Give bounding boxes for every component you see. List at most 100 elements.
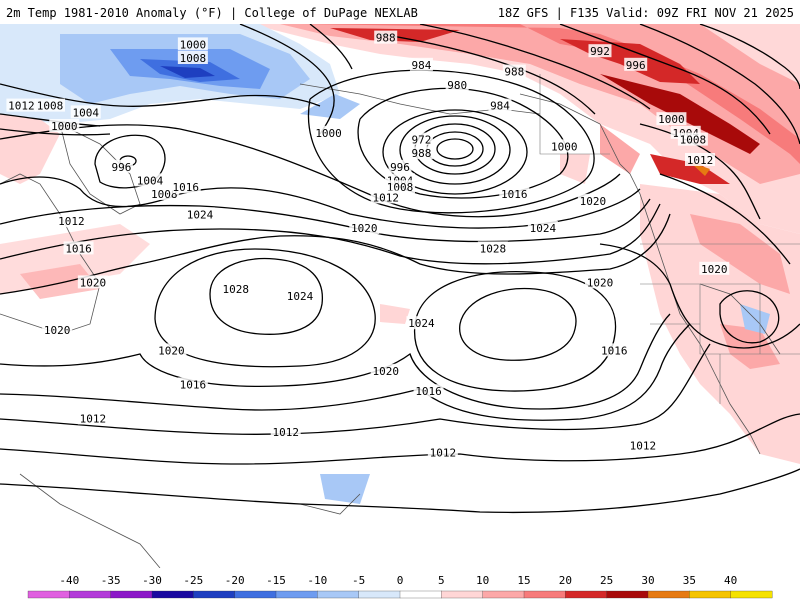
isobar-label-bg (413, 384, 444, 398)
borders (539, 74, 800, 404)
isobar-label-bg (170, 180, 201, 194)
colorbar-swatch (730, 590, 773, 599)
isobar-label: 988 (504, 66, 524, 79)
isobar-label-bg (477, 241, 508, 255)
isobar-label: 1016 (415, 385, 442, 398)
isobar-label: 1016 (180, 378, 207, 391)
isobar-label: 1016 (501, 188, 528, 201)
colorbar-tick-label: 35 (683, 574, 696, 587)
isobar-label: 1012 (58, 215, 85, 228)
isobar-label: 1000 (551, 140, 578, 153)
isobar-label-bg (270, 425, 301, 438)
isobar-label: 1020 (351, 222, 378, 235)
isobar-label: 992 (590, 45, 610, 58)
isobar-label-bg (370, 190, 401, 204)
isobar-label-bg (588, 44, 612, 58)
colorbar-swatch (523, 590, 566, 599)
colorbar-tick-label: 10 (476, 574, 489, 587)
isobar-label: 1000 (658, 113, 685, 126)
isobar-label: 1004 (72, 106, 99, 119)
isobar-label-bg (549, 139, 580, 153)
isobar-label-bg (349, 221, 380, 234)
isobar-label: 972 (411, 134, 431, 147)
colorbar-tick-label: -30 (142, 574, 162, 587)
colorbar-tick-label: -15 (266, 574, 286, 587)
isobar-label: 984 (490, 100, 510, 113)
isobar-label-bg (42, 323, 73, 336)
colorbar-swatch (482, 590, 525, 599)
isobar-label: 1020 (80, 276, 107, 289)
isobar-label: 1020 (580, 195, 607, 208)
colorbar-swatch (689, 590, 732, 599)
colorbar: -40 -35 -30 -25 -20 -15 -10 -5 0 5 10 15 20 25 30 35 40 (0, 568, 800, 600)
isobar-label: 996 (626, 59, 646, 72)
isobar-label-bg (585, 275, 615, 289)
isobar-label-bg (370, 363, 401, 377)
isobar-label: 1024 (187, 208, 214, 221)
isobar-label-bg (488, 98, 512, 112)
isobar-label: 996 (111, 161, 131, 174)
colorbar-tick-label: -25 (183, 574, 203, 587)
colorbar-tick-labels: -40 -35 -30 -25 -20 -15 -10 -5 0 5 10 15 20 25 30 35 40 (59, 574, 737, 587)
colorbar-swatch (399, 590, 442, 599)
colorbar-swatch (606, 590, 649, 599)
isobar-label-bg (374, 30, 398, 44)
colorbar-swatch (275, 590, 318, 599)
colorbar-swatch (110, 590, 153, 599)
colorbar-swatch (358, 590, 401, 599)
colorbar-swatch (193, 590, 236, 599)
isobar-label-bg (499, 187, 530, 200)
isobar-label-bg (409, 132, 433, 146)
isobar-label-bg (624, 57, 648, 71)
isobar-label-bg (56, 214, 87, 228)
isobar-label-bg (627, 438, 658, 452)
isobar-label: 1012 (630, 440, 657, 453)
isobar-label-bg (388, 159, 412, 173)
colorbar-swatch (441, 590, 484, 599)
isobar-label: 1016 (172, 181, 199, 194)
isobar-label: 1020 (44, 324, 71, 337)
colorbar-tick-label: -20 (225, 574, 245, 587)
isobar-label-bg (599, 343, 630, 357)
isobar-label-bg (427, 445, 458, 459)
isobar-label-bg (445, 78, 469, 92)
isobar-label: 1004 (137, 174, 164, 187)
isobar-label: 980 (447, 79, 467, 92)
valid-time: 18Z GFS | F135 Valid: 09Z FRI NOV 21 202… (497, 6, 794, 20)
isobar-label: 1016 (601, 344, 628, 357)
isobar-label-bg (156, 343, 187, 357)
model-title: 2m Temp 1981-2010 Anomaly (°F) | College… (6, 6, 418, 20)
isobar-label: 1008 (37, 100, 64, 113)
isobar-label: 1012 (687, 154, 714, 167)
isobar-label-bg (685, 153, 715, 166)
colorbar-tick-label: 15 (517, 574, 530, 587)
isobar-label-bg (185, 207, 215, 221)
isobar-label: 1020 (158, 344, 185, 357)
header-bar: 2m Temp 1981-2010 Anomaly (°F) | College… (0, 0, 800, 24)
colorbar-swatch (69, 590, 112, 599)
isobar-label-bg (577, 193, 608, 207)
isobar-label-bg (77, 411, 108, 425)
isobar-label-bg (35, 98, 65, 112)
colorbar-swatch (27, 590, 70, 599)
coastlines (0, 83, 781, 568)
isobar-label: 984 (411, 59, 431, 72)
colorbar-swatch (317, 590, 360, 599)
isobar-label-bg (527, 221, 558, 234)
isobar-label: 996 (390, 161, 410, 174)
isobar-label-bg (656, 112, 687, 126)
colorbar-tick-label: -40 (59, 574, 79, 587)
isobar-label-bg (409, 57, 433, 71)
colorbar-tick-label: 0 (397, 574, 404, 587)
isobar-label: 988 (411, 147, 431, 160)
isobar-label: 1000 (315, 127, 342, 140)
isobar-label: 1020 (587, 276, 614, 289)
isobar-label: 1024 (530, 222, 557, 235)
isobar-label: 1016 (65, 242, 92, 255)
isobar-label-bg (699, 261, 730, 275)
isobar-label-bg (6, 98, 37, 112)
colorbar-tick-label: 5 (438, 574, 445, 587)
